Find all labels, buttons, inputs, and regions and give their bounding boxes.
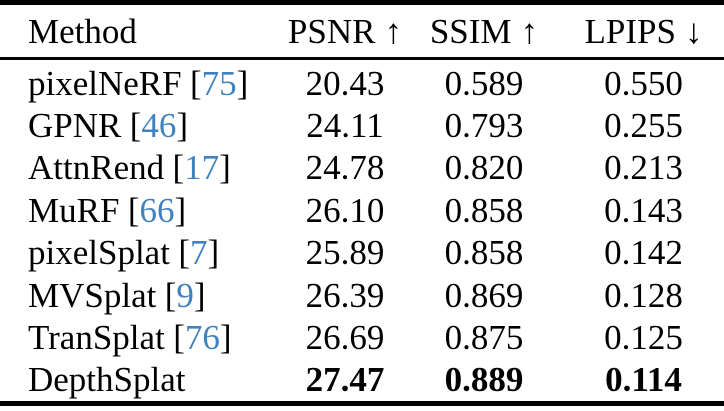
citation-link[interactable]: 17 [184, 148, 220, 188]
psnr-value: 27.47 [305, 360, 385, 400]
lpips-value: 0.125 [604, 318, 683, 358]
header-ssim: SSIM ↑ [405, 14, 563, 49]
ssim-value: 0.889 [444, 360, 524, 400]
citation: [7] [178, 233, 219, 272]
psnr-value: 24.78 [305, 148, 385, 188]
lpips-value: 0.143 [604, 190, 683, 230]
header-lpips-label: LPIPS [584, 11, 676, 51]
citation-bracket-open: [ [127, 190, 140, 230]
citation-bracket-open: [ [178, 233, 190, 273]
ssim-value: 0.793 [444, 106, 524, 146]
table-body: pixelNeRF [75] 20.43 0.589 0.550 GPNR [46]… [0, 60, 724, 401]
table-row: MVSplat [9] 26.39 0.869 0.128 [0, 274, 724, 316]
table-top-rule [0, 0, 724, 5]
psnr-value: 25.89 [305, 233, 385, 273]
table-row: GPNR [46] 24.11 0.793 0.255 [0, 104, 724, 146]
header-ssim-label: SSIM [429, 11, 512, 51]
citation-link[interactable]: 66 [139, 190, 175, 230]
method-cell: pixelSplat [7] [0, 235, 285, 270]
citation-link[interactable]: 9 [176, 275, 194, 315]
lpips-value: 0.550 [604, 63, 683, 103]
citation-bracket-open: [ [172, 148, 185, 188]
method-name: GPNR [28, 106, 122, 146]
table-row-best: DepthSplat 27.47 0.889 0.114 [0, 359, 724, 401]
method-name: DepthSplat [28, 360, 186, 400]
method-cell: GPNR [46] [0, 108, 285, 143]
ssim-value: 0.875 [444, 318, 524, 358]
citation-link[interactable]: 76 [184, 318, 220, 358]
ssim-value: 0.858 [444, 190, 524, 230]
citation-bracket-close: ] [219, 148, 231, 188]
citation-bracket-open: [ [190, 63, 202, 103]
method-name: MVSplat [28, 275, 157, 315]
table-row: AttnRend [17] 24.78 0.820 0.213 [0, 147, 724, 189]
header-method: Method [28, 11, 137, 51]
citation: [75] [190, 64, 248, 103]
table-row: MuRF [66] 26.10 0.858 0.143 [0, 189, 724, 231]
citation: [9] [165, 276, 206, 315]
arrow-down-icon: ↓ [685, 11, 703, 51]
citation-bracket-open: [ [164, 275, 177, 315]
citation: [76] [173, 318, 231, 357]
psnr-value: 26.69 [305, 318, 385, 358]
arrow-up-icon: ↑ [520, 11, 539, 51]
table-row: TranSplat [76] 26.69 0.875 0.125 [0, 316, 724, 358]
citation: [17] [173, 148, 231, 187]
citation-link[interactable]: 75 [201, 63, 237, 103]
table-header-rule [0, 57, 724, 60]
method-name: AttnRend [28, 148, 165, 188]
citation: [46] [130, 106, 188, 145]
header-lpips: LPIPS ↓ [563, 14, 724, 49]
method-name: pixelNeRF [28, 63, 182, 103]
citation-bracket-close: ] [193, 275, 206, 315]
table-row: pixelSplat [7] 25.89 0.858 0.142 [0, 232, 724, 274]
citation-bracket-open: [ [173, 318, 185, 358]
method-name: MuRF [28, 190, 120, 230]
citation-bracket-close: ] [207, 233, 220, 273]
psnr-value: 20.43 [305, 63, 385, 103]
table-bottom-rule [0, 401, 724, 407]
citation-bracket-close: ] [176, 106, 189, 146]
method-cell: DepthSplat [0, 362, 285, 397]
ssim-value: 0.869 [444, 275, 524, 315]
psnr-value: 24.11 [306, 106, 384, 146]
header-psnr-label: PSNR [287, 11, 376, 51]
citation-link[interactable]: 46 [141, 106, 177, 146]
method-cell: AttnRend [17] [0, 150, 285, 185]
method-cell: pixelNeRF [75] [0, 66, 285, 101]
lpips-value: 0.142 [604, 233, 683, 273]
lpips-value: 0.213 [604, 148, 683, 188]
ssim-value: 0.589 [444, 63, 524, 103]
method-cell: TranSplat [76] [0, 320, 285, 355]
ssim-value: 0.858 [444, 233, 524, 273]
header-row: Method PSNR ↑ SSIM ↑ LPIPS ↓ [0, 5, 724, 57]
table-row: pixelNeRF [75] 20.43 0.589 0.550 [0, 62, 724, 104]
citation-bracket-close: ] [219, 318, 232, 358]
citation: [66] [128, 191, 186, 230]
method-name: TranSplat [28, 318, 165, 358]
method-name: pixelSplat [28, 233, 170, 273]
psnr-value: 26.39 [305, 275, 385, 315]
citation-bracket-close: ] [236, 63, 249, 103]
citation-bracket-open: [ [129, 106, 142, 146]
lpips-value: 0.128 [604, 275, 683, 315]
method-cell: MVSplat [9] [0, 278, 285, 313]
lpips-value: 0.114 [605, 360, 682, 400]
citation-bracket-close: ] [174, 190, 187, 230]
psnr-value: 26.10 [305, 190, 385, 230]
header-psnr: PSNR ↑ [285, 14, 405, 49]
ssim-value: 0.820 [444, 148, 524, 188]
lpips-value: 0.255 [604, 106, 683, 146]
citation-link[interactable]: 7 [189, 233, 208, 273]
method-cell: MuRF [66] [0, 193, 285, 228]
arrow-up-icon: ↑ [384, 11, 403, 51]
